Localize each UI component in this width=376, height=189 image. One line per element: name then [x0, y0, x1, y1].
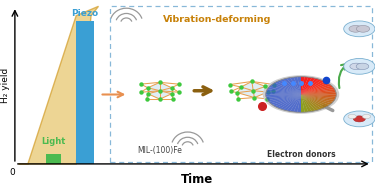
Wedge shape [290, 77, 301, 94]
Circle shape [344, 21, 375, 37]
Wedge shape [301, 94, 324, 109]
Text: Piezo: Piezo [71, 9, 99, 18]
Wedge shape [294, 94, 301, 112]
Wedge shape [301, 94, 308, 112]
Wedge shape [301, 81, 327, 94]
Wedge shape [301, 94, 327, 108]
Wedge shape [301, 94, 312, 112]
Wedge shape [290, 94, 301, 112]
Wedge shape [301, 94, 305, 112]
Bar [47, 154, 61, 164]
Wedge shape [287, 77, 301, 94]
Wedge shape [277, 80, 301, 94]
Wedge shape [297, 94, 301, 112]
Wedge shape [277, 94, 301, 109]
Wedge shape [280, 94, 301, 110]
Circle shape [350, 63, 362, 70]
Text: Light: Light [41, 137, 66, 146]
Polygon shape [253, 86, 268, 92]
Wedge shape [275, 94, 301, 108]
Wedge shape [301, 94, 333, 103]
Wedge shape [301, 84, 332, 94]
Polygon shape [253, 91, 268, 98]
Wedge shape [301, 77, 305, 94]
Wedge shape [266, 91, 301, 94]
Wedge shape [301, 78, 318, 94]
Bar [76, 21, 94, 164]
Polygon shape [241, 81, 253, 91]
Wedge shape [270, 84, 301, 94]
Wedge shape [301, 94, 329, 106]
Circle shape [362, 114, 371, 119]
FancyArrowPatch shape [339, 64, 347, 88]
Polygon shape [160, 91, 172, 99]
Wedge shape [301, 80, 324, 94]
Wedge shape [273, 94, 301, 106]
Wedge shape [273, 83, 301, 94]
Text: MIL-(100)Fe: MIL-(100)Fe [137, 146, 182, 156]
Wedge shape [301, 77, 308, 94]
Text: 0: 0 [9, 168, 15, 177]
Polygon shape [148, 82, 160, 91]
Text: Time: Time [181, 174, 213, 186]
Circle shape [349, 26, 362, 32]
Wedge shape [301, 79, 322, 94]
Wedge shape [301, 86, 333, 94]
Polygon shape [237, 91, 255, 98]
Wedge shape [269, 94, 301, 103]
Wedge shape [266, 94, 301, 96]
Circle shape [356, 26, 370, 32]
Circle shape [344, 58, 375, 74]
Circle shape [356, 63, 369, 70]
Polygon shape [160, 82, 172, 91]
Wedge shape [301, 94, 332, 105]
Circle shape [263, 75, 339, 114]
Wedge shape [301, 93, 336, 94]
Polygon shape [237, 87, 253, 93]
Wedge shape [267, 94, 301, 102]
Wedge shape [284, 94, 301, 111]
Wedge shape [301, 94, 335, 100]
Polygon shape [160, 88, 172, 94]
Wedge shape [266, 93, 301, 94]
Polygon shape [18, 6, 99, 164]
Wedge shape [301, 87, 335, 94]
Wedge shape [301, 94, 315, 112]
Wedge shape [301, 89, 335, 94]
Wedge shape [301, 83, 329, 94]
Wedge shape [301, 94, 318, 111]
Wedge shape [267, 89, 301, 94]
Wedge shape [301, 94, 336, 98]
Wedge shape [266, 94, 301, 98]
Wedge shape [301, 94, 336, 96]
Polygon shape [252, 81, 265, 91]
Wedge shape [284, 78, 301, 94]
Wedge shape [301, 94, 335, 102]
Wedge shape [270, 94, 301, 105]
Text: H₂ yield: H₂ yield [1, 67, 10, 103]
Text: Vibration-deforming: Vibration-deforming [163, 15, 271, 24]
Wedge shape [269, 86, 301, 94]
Circle shape [348, 114, 356, 119]
Text: Electron donors: Electron donors [267, 150, 335, 159]
Wedge shape [301, 91, 336, 94]
Wedge shape [267, 94, 301, 100]
Wedge shape [287, 94, 301, 112]
Wedge shape [301, 77, 315, 94]
Polygon shape [148, 88, 160, 94]
Wedge shape [301, 77, 312, 94]
Wedge shape [294, 77, 301, 94]
Wedge shape [280, 79, 301, 94]
Wedge shape [297, 77, 301, 94]
Circle shape [353, 116, 365, 122]
Wedge shape [301, 94, 322, 110]
Circle shape [344, 111, 375, 127]
Polygon shape [148, 91, 160, 99]
Wedge shape [267, 87, 301, 94]
Wedge shape [275, 81, 301, 94]
